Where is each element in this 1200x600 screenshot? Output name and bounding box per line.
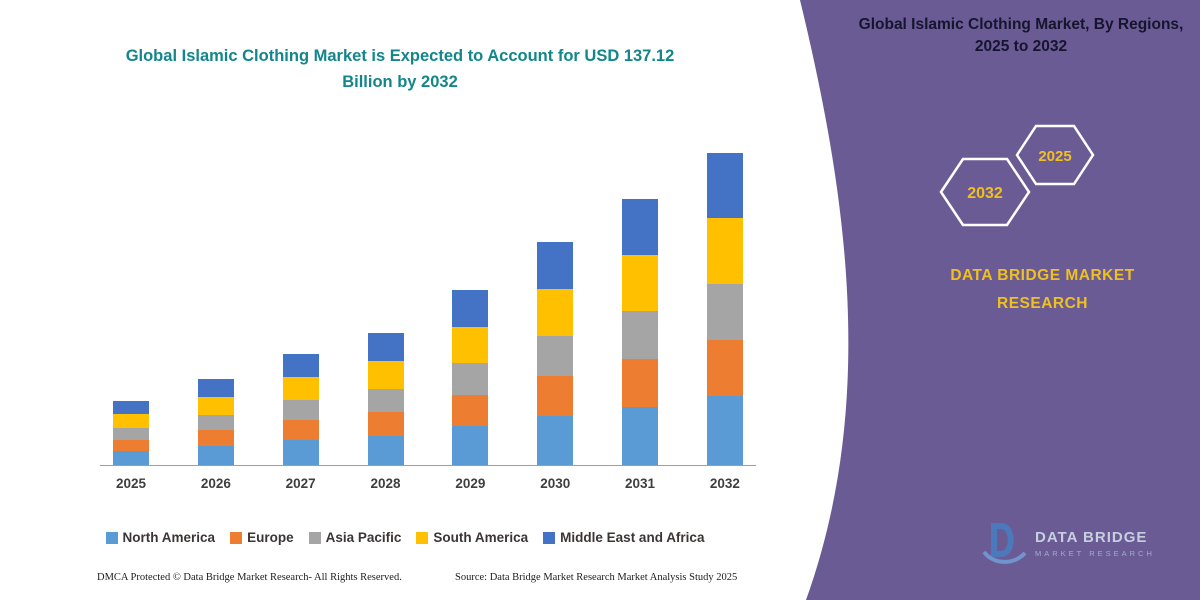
segment-north-america-2027 (282, 440, 319, 465)
bar-stack-2025 (113, 153, 149, 465)
segment-south-america-2027 (282, 377, 319, 401)
legend-swatch (230, 531, 243, 544)
segment-south-america-2029 (452, 326, 489, 364)
bar-stack-2026 (197, 153, 234, 465)
segment-europe-2032 (706, 340, 743, 397)
x-axis-label-2028: 2028 (370, 476, 401, 491)
x-axis-label-2026: 2026 (200, 476, 231, 491)
hexagon-year-badges: 2032 2025 (939, 124, 1095, 227)
segment-north-america-2031 (622, 406, 659, 465)
source-note: Source: Data Bridge Market Research Mark… (455, 572, 738, 583)
segment-south-america-2031 (622, 254, 659, 311)
segment-north-america-2026 (197, 445, 234, 465)
bar-column-2026: 2026 (193, 153, 239, 491)
x-axis-label-2027: 2027 (285, 476, 316, 491)
legend-swatch (416, 531, 429, 544)
segment-asia-pacific-2032 (706, 283, 743, 341)
segment-north-america-2030 (537, 415, 574, 465)
segment-south-america-2026 (197, 396, 234, 415)
data-bridge-logo-icon (982, 523, 1026, 564)
panel-title: Global Islamic Clothing Market, By Regio… (858, 16, 1184, 56)
segment-middle-east-and-africa-2026 (197, 378, 234, 397)
x-axis-label-2029: 2029 (455, 476, 486, 491)
segment-south-america-2028 (367, 360, 404, 389)
legend-swatch (543, 531, 556, 544)
bar-column-2031: 2031 (617, 153, 663, 491)
hexagon-year-2032: 2032 (967, 185, 1003, 202)
segment-europe-2028 (367, 412, 404, 436)
segment-asia-pacific-2029 (452, 363, 489, 395)
segment-middle-east-and-africa-2032 (706, 153, 743, 219)
x-axis-label-2030: 2030 (540, 476, 571, 491)
segment-asia-pacific-2026 (197, 414, 234, 431)
segment-north-america-2028 (367, 435, 404, 465)
legend-item-europe: Europe (230, 530, 294, 545)
x-axis-line (100, 465, 756, 466)
segment-europe-2027 (282, 420, 319, 441)
brand-wordmark: DATA BRIDGE MARKET RESEARCH (950, 267, 1135, 312)
bar-column-2029: 2029 (447, 153, 493, 491)
segment-asia-pacific-2027 (282, 400, 319, 421)
segment-asia-pacific-2030 (537, 335, 574, 376)
segment-south-america-2030 (537, 289, 574, 336)
chart-legend: North America Europe Asia Pacific South Ame… (55, 530, 755, 545)
legend-swatch (105, 531, 118, 544)
legend-label: North America (122, 530, 216, 545)
logo-tagline-text: MARKET RESEARCH (1035, 548, 1155, 558)
legend-item-south-america: South America (416, 530, 528, 545)
hexagon-year-2025: 2025 (1038, 148, 1071, 165)
legend-label: Europe (247, 530, 294, 545)
bar-stack-2028 (367, 153, 404, 465)
segment-middle-east-and-africa-2029 (452, 289, 489, 327)
segment-south-america-2032 (706, 218, 743, 284)
segment-middle-east-and-africa-2027 (282, 353, 319, 378)
segment-europe-2031 (622, 358, 659, 407)
hexagon-2032-outline (939, 157, 1031, 227)
segment-middle-east-and-africa-2030 (537, 242, 574, 290)
bar-stack-2027 (282, 153, 319, 465)
chart-title: Global Islamic Clothing Market is Expect… (125, 47, 675, 91)
bar-stack-2029 (452, 153, 489, 465)
legend-item-middle-east-and-africa: Middle East and Africa (543, 530, 704, 545)
bar-column-2025: 2025 (108, 153, 154, 491)
x-axis-label-2031: 2031 (625, 476, 656, 491)
bar-column-2028: 2028 (363, 153, 409, 491)
x-axis-label-2025: 2025 (115, 476, 147, 491)
legend-swatch (308, 531, 321, 544)
segment-europe-2025 (113, 439, 149, 451)
bar-stack-2032 (706, 153, 743, 465)
segment-asia-pacific-2028 (367, 388, 404, 413)
bar-stack-2031 (622, 153, 659, 465)
legend-label: South America (433, 530, 529, 545)
segment-europe-2029 (452, 394, 489, 427)
bar-chart-plot-area: 2025 2026 2027 2028 2029 2030 2031 2032 (108, 153, 748, 491)
legend-item-asia-pacific: Asia Pacific (308, 530, 402, 545)
legend-item-north-america: North America (105, 530, 216, 545)
segment-europe-2026 (197, 430, 234, 446)
segment-middle-east-and-africa-2031 (622, 198, 659, 255)
dmca-notice: DMCA Protected © Data Bridge Market Rese… (97, 572, 402, 583)
legend-label: Asia Pacific (325, 530, 402, 545)
x-axis-label-2032: 2032 (709, 476, 740, 491)
panel-curve-shape (800, 0, 1200, 600)
segment-north-america-2029 (452, 426, 489, 465)
segment-asia-pacific-2031 (622, 310, 659, 359)
segment-middle-east-and-africa-2028 (367, 332, 404, 361)
bar-stack-2030 (537, 153, 574, 465)
bar-column-2030: 2030 (532, 153, 578, 491)
logo-name-text: DATA BRIDGE (1035, 528, 1148, 546)
segment-north-america-2025 (113, 450, 149, 465)
bar-column-2027: 2027 (278, 153, 324, 491)
segment-europe-2030 (537, 375, 574, 416)
hexagon-2025-outline (1015, 124, 1095, 186)
segment-north-america-2032 (706, 396, 743, 465)
segment-south-america-2025 (113, 414, 149, 429)
legend-label: Middle East and Africa (560, 530, 705, 545)
segment-middle-east-and-africa-2025 (113, 401, 149, 415)
bar-column-2032: 2032 (702, 153, 748, 491)
data-bridge-logo: DATA BRIDGE MARKET RESEARCH (982, 518, 1155, 568)
segment-asia-pacific-2025 (113, 428, 149, 440)
